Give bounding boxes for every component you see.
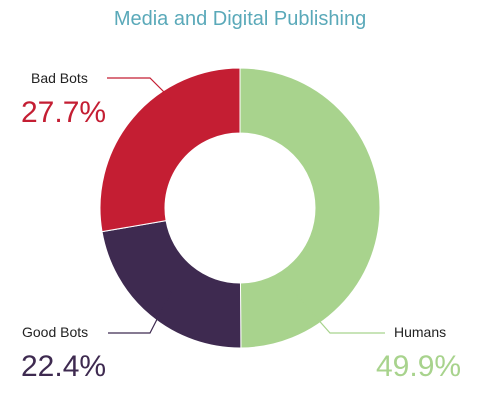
leader-humans	[291, 289, 385, 334]
leader-good-bots	[108, 289, 173, 334]
value-good-bots: 22.4%	[21, 350, 107, 383]
slice-good-bots	[101, 220, 242, 349]
label-good-bots: Good Bots	[22, 324, 89, 340]
value-humans: 49.9%	[376, 350, 462, 383]
leader-bad-bots	[107, 77, 173, 101]
slice-humans	[239, 67, 381, 349]
slice-bad-bots	[99, 67, 241, 233]
value-bad-bots: 27.7%	[21, 96, 107, 129]
chart-title: Media and Digital Publishing	[113, 8, 367, 30]
label-humans: Humans	[394, 324, 447, 340]
label-bad-bots: Bad Bots	[31, 70, 88, 86]
